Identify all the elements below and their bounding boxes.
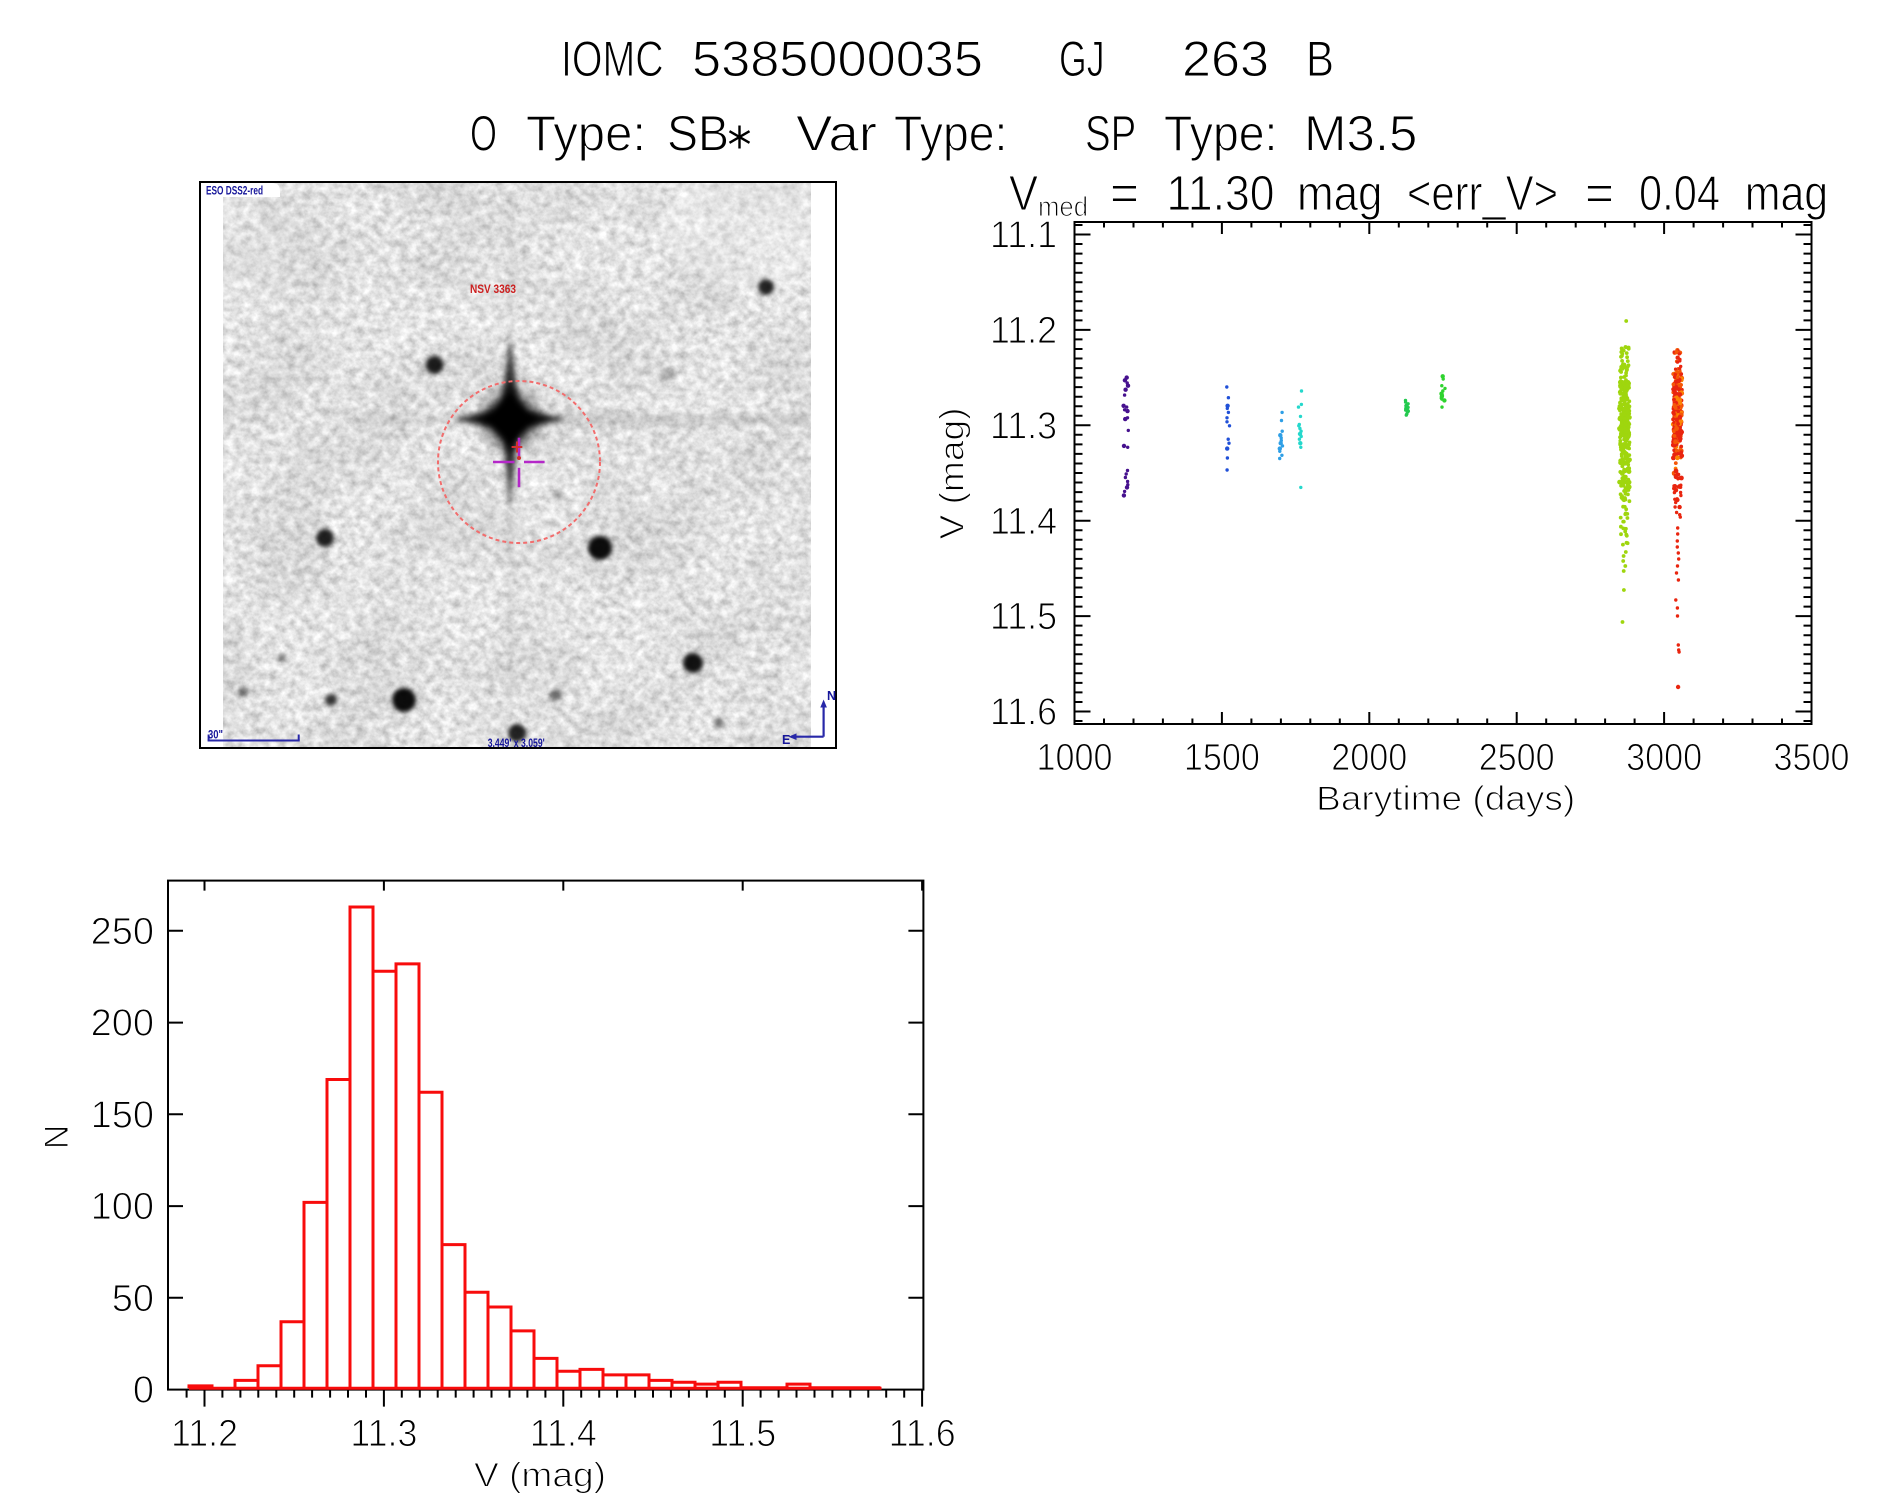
svg-text:V (mag): V (mag) xyxy=(934,408,972,540)
svg-text:11.4: 11.4 xyxy=(990,501,1057,543)
svg-text:11.3: 11.3 xyxy=(990,405,1057,447)
svg-text:1000: 1000 xyxy=(1037,737,1113,779)
svg-text:NSV 3363: NSV 3363 xyxy=(470,282,516,296)
svg-text:11.1: 11.1 xyxy=(990,215,1057,257)
svg-text:1500: 1500 xyxy=(1184,737,1260,779)
svg-text:11.4: 11.4 xyxy=(530,1413,597,1455)
svg-text:mag: mag xyxy=(1297,167,1383,221)
svg-text:med: med xyxy=(1038,191,1088,222)
svg-text:Type:: Type: xyxy=(526,106,646,162)
svg-text:Barytime (days): Barytime (days) xyxy=(1316,780,1575,818)
svg-text:11.5: 11.5 xyxy=(709,1413,776,1455)
svg-text:2500: 2500 xyxy=(1479,737,1555,779)
svg-text:N: N xyxy=(827,689,836,703)
svg-text:V (mag): V (mag) xyxy=(474,1456,606,1494)
svg-text:11.6: 11.6 xyxy=(889,1413,956,1455)
svg-text:SB: SB xyxy=(667,106,729,162)
svg-text:11.2: 11.2 xyxy=(990,310,1057,352)
svg-text:100: 100 xyxy=(91,1186,154,1228)
svg-text:11.3: 11.3 xyxy=(350,1413,417,1455)
svg-text:IOMC: IOMC xyxy=(561,31,664,87)
svg-text:11.5: 11.5 xyxy=(990,596,1057,638)
svg-text:=: = xyxy=(1110,167,1139,221)
svg-text:=: = xyxy=(1585,167,1614,221)
svg-text:2000: 2000 xyxy=(1331,737,1407,779)
svg-text:11.30: 11.30 xyxy=(1167,167,1275,221)
svg-text:Type:: Type: xyxy=(894,106,1007,162)
svg-text:11.6: 11.6 xyxy=(990,692,1057,734)
svg-text:Type:: Type: xyxy=(1164,106,1277,162)
svg-text:E: E xyxy=(782,733,790,747)
svg-text:250: 250 xyxy=(91,911,154,953)
svg-text:GJ: GJ xyxy=(1059,31,1105,87)
svg-text:11.2: 11.2 xyxy=(171,1413,238,1455)
svg-text:200: 200 xyxy=(91,1003,154,1045)
svg-text:30": 30" xyxy=(208,728,223,742)
svg-text:3000: 3000 xyxy=(1626,737,1702,779)
svg-text:M3.5: M3.5 xyxy=(1304,106,1417,162)
svg-text:3500: 3500 xyxy=(1774,737,1850,779)
svg-text:5385000035: 5385000035 xyxy=(692,31,983,87)
svg-text:<err_V>: <err_V> xyxy=(1407,167,1558,221)
svg-text:0.04: 0.04 xyxy=(1639,167,1720,221)
svg-text:Var: Var xyxy=(796,106,877,162)
svg-text:50: 50 xyxy=(112,1278,154,1320)
svg-text:SP: SP xyxy=(1085,106,1136,162)
svg-text:0: 0 xyxy=(133,1370,154,1412)
svg-text:V: V xyxy=(1009,167,1038,221)
svg-text:O: O xyxy=(470,106,497,162)
svg-text:B: B xyxy=(1306,31,1334,87)
svg-text:N: N xyxy=(38,1125,76,1150)
svg-text:263: 263 xyxy=(1182,31,1269,87)
svg-text:3.449' x 3.059': 3.449' x 3.059' xyxy=(488,736,545,750)
svg-text:150: 150 xyxy=(91,1094,154,1136)
svg-text:mag: mag xyxy=(1745,167,1829,221)
svg-text:ESO DSS2-red: ESO DSS2-red xyxy=(206,184,263,198)
